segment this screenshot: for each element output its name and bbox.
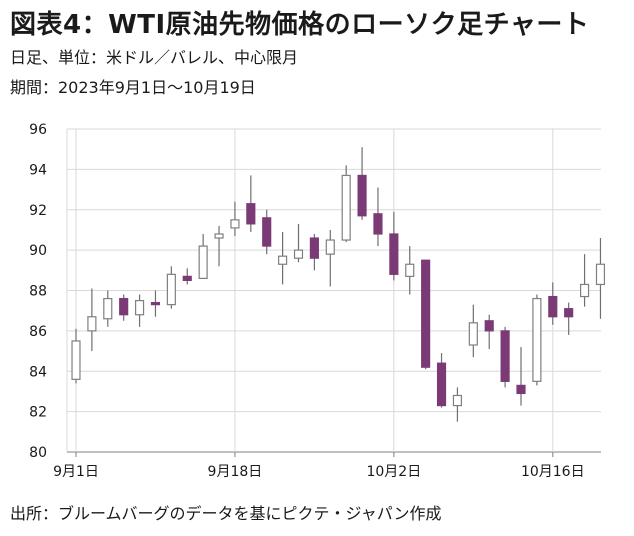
candle: [373, 187, 383, 247]
candles: [71, 147, 606, 422]
candle: [103, 290, 113, 327]
candle-body-up: [452, 394, 463, 407]
y-tick-label: 94: [29, 162, 47, 178]
candle: [357, 147, 367, 220]
candle-body-up: [405, 263, 415, 277]
candle: [119, 294, 129, 321]
x-tick-label: 10月2日: [366, 464, 421, 480]
candle: [421, 259, 431, 370]
candle: [595, 238, 606, 319]
grid-lines: [66, 128, 601, 457]
candle-body-up: [214, 233, 224, 239]
candle-body-up: [595, 263, 606, 286]
candle-body-down: [500, 330, 510, 382]
candle: [166, 266, 176, 309]
candle: [262, 209, 272, 255]
candle: [198, 233, 208, 279]
candle-body-up: [198, 245, 208, 279]
candle-body-down: [421, 259, 431, 368]
candle-body-down: [246, 203, 256, 225]
candle-body-down: [150, 302, 161, 306]
candle: [214, 225, 224, 267]
candle-body-down: [436, 362, 447, 407]
candle: [405, 246, 415, 295]
candle-body-up: [71, 340, 81, 380]
y-tick-label: 88: [29, 284, 47, 300]
chart-period: 期間：2023年9月1日～10月19日: [10, 78, 256, 97]
candle-body-down: [516, 384, 526, 395]
candle: [468, 304, 478, 358]
candle-body-up: [278, 255, 288, 265]
candle: [532, 294, 542, 386]
candle: [230, 201, 240, 236]
candle-body-up: [103, 297, 113, 320]
candle: [389, 211, 399, 281]
x-axis-tick-labels: 9月1日 9月18日 10月2日 10月16日: [53, 464, 585, 480]
candle-body-down: [262, 217, 272, 247]
candle-body-down: [182, 275, 192, 282]
candle-body-down: [373, 213, 383, 235]
y-tick-label: 82: [29, 405, 47, 421]
candle: [71, 328, 81, 384]
candle: [579, 254, 590, 307]
candle: [500, 326, 510, 388]
candle-body-down: [484, 320, 494, 332]
candle-body-up: [579, 283, 590, 298]
candle-body-up: [468, 322, 478, 346]
source-note: 出所：ブルームバーグのデータを基にピクテ・ジャパン作成: [10, 504, 442, 523]
candle-body-down: [548, 295, 558, 318]
candle: [134, 294, 145, 327]
candle-body-up: [166, 273, 176, 306]
candle: [150, 290, 161, 317]
candle-body-down: [309, 237, 319, 259]
candle: [278, 231, 288, 285]
y-tick-label: 86: [29, 324, 47, 340]
candle: [564, 302, 574, 335]
candle: [309, 233, 319, 271]
candle-body-up: [325, 239, 335, 255]
x-tick-label: 10月16日: [521, 464, 585, 480]
chart-title: 図表4：WTI原油先物価格のローソク足チャート: [10, 10, 590, 40]
candle-body-down: [389, 233, 399, 275]
candle: [182, 268, 192, 285]
y-tick-label: 84: [29, 364, 47, 380]
candle: [341, 165, 351, 243]
candle: [548, 282, 558, 325]
candle: [87, 288, 97, 352]
candle: [246, 175, 256, 232]
y-tick-label: 90: [29, 243, 47, 259]
candle: [452, 387, 463, 422]
candle-body-up: [87, 316, 97, 332]
y-tick-label: 80: [29, 445, 47, 461]
candle-body-up: [341, 174, 351, 241]
chart-subtitle: 日足、単位：米ドル／バレル、中心限月: [10, 48, 299, 67]
y-tick-label: 92: [29, 203, 47, 219]
candle: [484, 314, 494, 350]
y-axis-tick-labels: 80 82 84 86 88 90 92 94 96: [29, 122, 47, 461]
candle: [293, 223, 304, 263]
candle: [516, 347, 526, 406]
y-tick-label: 96: [29, 122, 47, 138]
x-tick-label: 9月18日: [208, 464, 263, 480]
candle-body-down: [564, 308, 574, 318]
x-tick-label: 9月1日: [53, 464, 99, 480]
candle-body-down: [357, 174, 367, 217]
candle-body-up: [230, 219, 240, 229]
candle-body-up: [532, 297, 542, 382]
candle-body-up: [293, 249, 304, 259]
candle-body-up: [134, 299, 145, 316]
candle-body-down: [119, 297, 129, 316]
candle: [436, 353, 447, 408]
candle: [325, 229, 335, 287]
